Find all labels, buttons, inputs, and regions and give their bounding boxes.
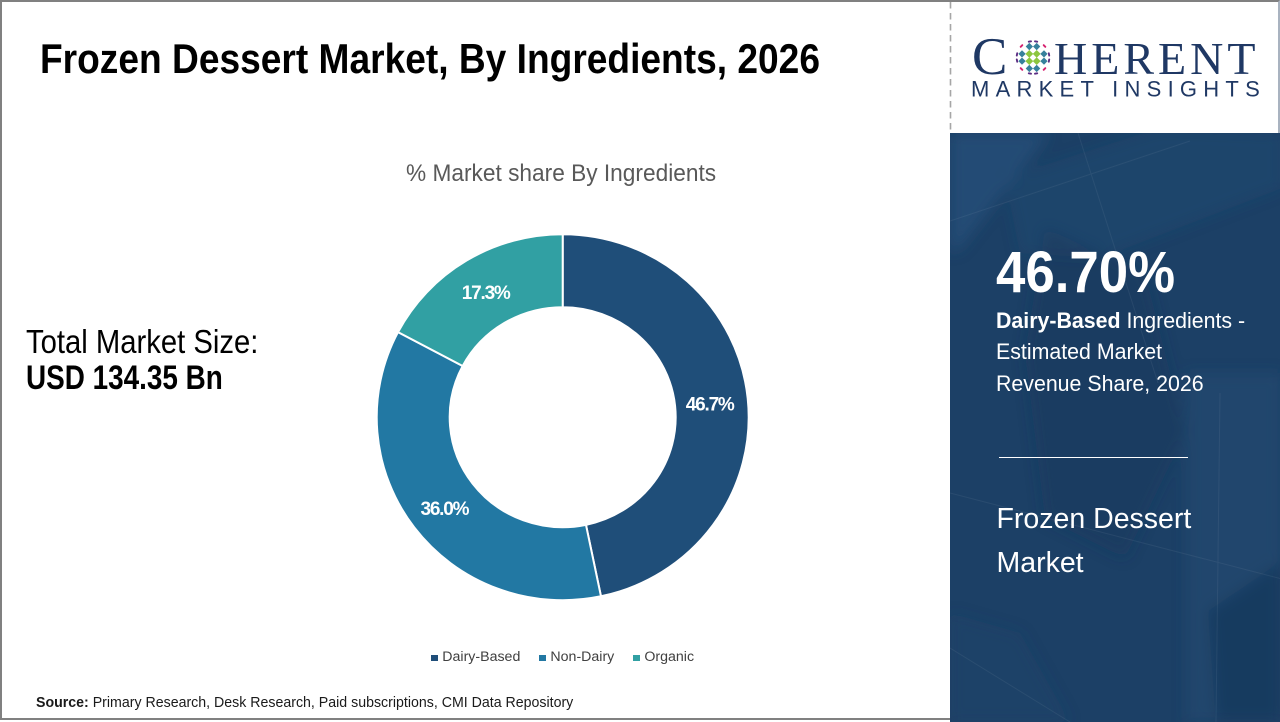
svg-text:36.0%: 36.0% — [420, 499, 469, 520]
svg-text:17.3%: 17.3% — [462, 283, 511, 304]
svg-text:MARKET INSIGHTS: MARKET INSIGHTS — [971, 77, 1266, 102]
svg-text:C: C — [972, 28, 1007, 86]
svg-text:HERENT: HERENT — [1054, 33, 1259, 84]
svg-text:46.7%: 46.7% — [686, 395, 735, 416]
